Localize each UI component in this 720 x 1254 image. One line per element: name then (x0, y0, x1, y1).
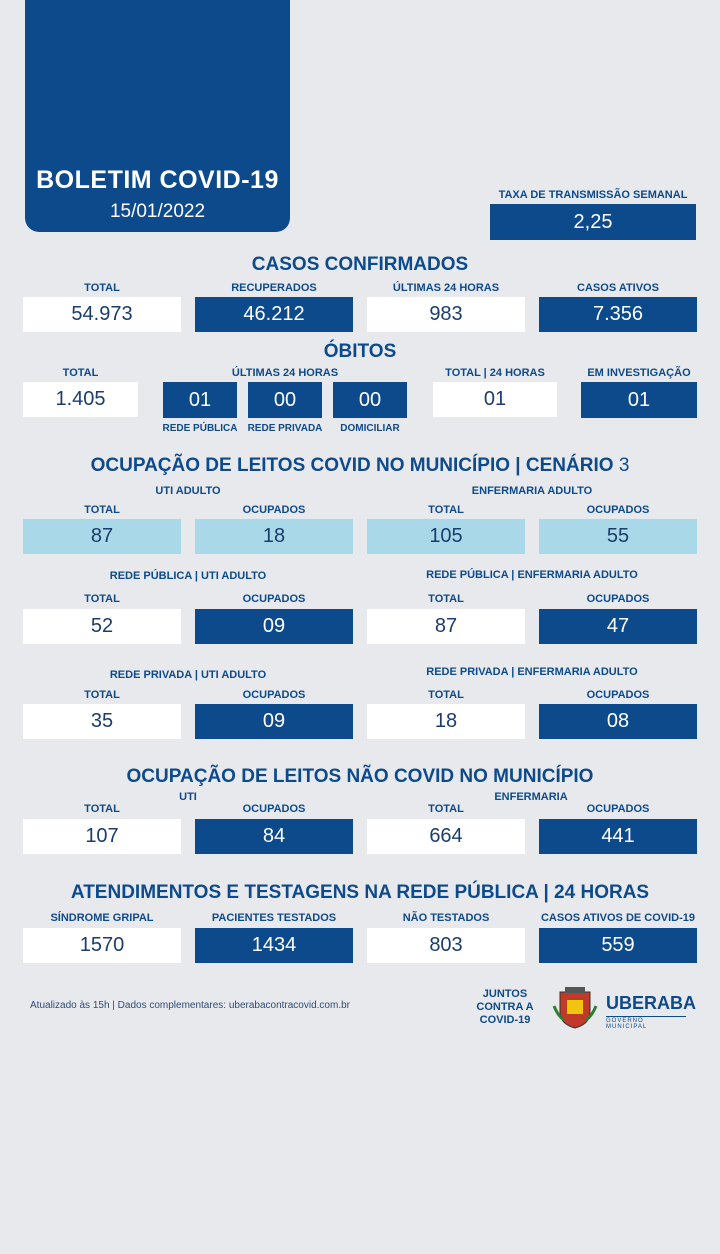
covid-beds-title: OCUPAÇÃO DE LEITOS COVID NO MUNICÍPIO | … (90, 455, 630, 476)
covid-uti-total-value: 87 (23, 519, 181, 554)
covid-ward-label: ENFERMARIA ADULTO (471, 485, 593, 497)
noncovid-ward-label: ENFERMARIA (494, 791, 568, 803)
covid-ward-total-label: TOTAL (428, 504, 464, 516)
testing-active-value: 559 (539, 928, 697, 963)
testing-active-label: CASOS ATIVOS DE COVID-19 (540, 912, 696, 924)
private-ward-label: REDE PRIVADA | ENFERMARIA ADULTO (426, 666, 638, 678)
confirmed-active-value: 7.356 (539, 297, 697, 332)
deaths-public-label: REDE PÚBLICA (162, 423, 238, 434)
confirmed-last24-value: 983 (367, 297, 525, 332)
covid-ward-total-value: 105 (367, 519, 525, 554)
header-banner (25, 0, 290, 232)
covid-uti-total-label: TOTAL (84, 504, 120, 516)
deaths-total24-label: TOTAL | 24 HORAS (445, 367, 545, 379)
deaths-title: ÓBITOS (323, 341, 397, 362)
deaths-public-value: 01 (163, 382, 237, 418)
covid-scenario-value: 3 (618, 455, 630, 476)
private-ward-total-value: 18 (367, 704, 525, 739)
testing-tested-value: 1434 (195, 928, 353, 963)
campaign-logo: JUNTOS CONTRA A COVID-19 (476, 988, 534, 1026)
private-uti-total-label: TOTAL (84, 689, 120, 701)
private-ward-occupied-value: 08 (539, 704, 697, 739)
noncovid-uti-total-label: TOTAL (84, 803, 120, 815)
testing-not-tested-label: NÃO TESTADOS (402, 912, 490, 924)
confirmed-recovered-label: RECUPERADOS (231, 282, 317, 294)
deaths-home-label: DOMICILIAR (340, 423, 400, 434)
public-ward-total-value: 87 (367, 609, 525, 644)
noncovid-ward-occupied-label: OCUPADOS (586, 803, 650, 815)
transmission-value: 2,25 (490, 204, 696, 240)
public-uti-label: REDE PÚBLICA | UTI ADULTO (109, 570, 267, 582)
covid-ward-occupied-value: 55 (539, 519, 697, 554)
deaths-investigation-value: 01 (581, 382, 697, 418)
deaths-total-label: TOTAL (62, 367, 99, 379)
deaths-total24-value: 01 (433, 382, 557, 417)
deaths-private-value: 00 (248, 382, 322, 418)
public-ward-label: REDE PÚBLICA | ENFERMARIA ADULTO (426, 569, 638, 581)
private-ward-occupied-label: OCUPADOS (586, 689, 650, 701)
covid-uti-label: UTI ADULTO (155, 485, 221, 497)
testing-flu-value: 1570 (23, 928, 181, 963)
noncovid-beds-title: OCUPAÇÃO DE LEITOS NÃO COVID NO MUNICÍPI… (126, 766, 594, 787)
testing-not-tested-value: 803 (367, 928, 525, 963)
bulletin-date: 15/01/2022 (109, 201, 206, 222)
noncovid-ward-total-value: 664 (367, 819, 525, 854)
city-logo-text: UBERABA (606, 993, 696, 1013)
covid-uti-occupied-value: 18 (195, 519, 353, 554)
deaths-total-value: 1.405 (23, 382, 138, 417)
confirmed-active-label: CASOS ATIVOS (577, 282, 659, 294)
footer-note: Atualizado às 15h | Dados complementares… (30, 1000, 350, 1011)
page-title: BOLETIM COVID-19 (36, 166, 279, 194)
public-ward-occupied-value: 47 (539, 609, 697, 644)
private-uti-occupied-label: OCUPADOS (242, 689, 306, 701)
confirmed-last24-label: ÚLTIMAS 24 HORAS (392, 282, 500, 294)
noncovid-uti-occupied-value: 84 (195, 819, 353, 854)
testing-title: ATENDIMENTOS E TESTAGENS NA REDE PÚBLICA… (70, 882, 650, 903)
noncovid-ward-total-label: TOTAL (428, 803, 464, 815)
confirmed-recovered-value: 46.212 (195, 297, 353, 332)
public-uti-occupied-label: OCUPADOS (242, 593, 306, 605)
confirmed-title: CASOS CONFIRMADOS (251, 254, 469, 275)
public-uti-total-value: 52 (23, 609, 181, 644)
private-uti-total-value: 35 (23, 704, 181, 739)
noncovid-uti-label: UTI (179, 791, 197, 803)
covid-uti-occupied-label: OCUPADOS (242, 504, 306, 516)
confirmed-total-label: TOTAL (84, 282, 120, 294)
noncovid-ward-occupied-value: 441 (539, 819, 697, 854)
city-crest-icon (552, 987, 598, 1029)
noncovid-uti-total-value: 107 (23, 819, 181, 854)
noncovid-uti-occupied-label: OCUPADOS (242, 803, 306, 815)
private-ward-total-label: TOTAL (428, 689, 464, 701)
private-uti-label: REDE PRIVADA | UTI ADULTO (109, 669, 267, 681)
testing-flu-label: SÍNDROME GRIPAL (50, 912, 154, 924)
city-logo-subtitle: GOVERNO MUNICIPAL (606, 1016, 686, 1030)
confirmed-total-value: 54.973 (23, 297, 181, 332)
public-uti-total-label: TOTAL (84, 593, 120, 605)
deaths-home-value: 00 (333, 382, 407, 418)
testing-tested-label: PACIENTES TESTADOS (211, 912, 337, 924)
deaths-last24-label: ÚLTIMAS 24 HORAS (231, 367, 339, 379)
transmission-label: TAXA DE TRANSMISSÃO SEMANAL (498, 189, 688, 201)
covid-ward-occupied-label: OCUPADOS (586, 504, 650, 516)
public-ward-total-label: TOTAL (428, 593, 464, 605)
public-ward-occupied-label: OCUPADOS (586, 593, 650, 605)
private-uti-occupied-value: 09 (195, 704, 353, 739)
deaths-private-label: REDE PRIVADA (247, 423, 323, 434)
deaths-investigation-label: EM INVESTIGAÇÃO (587, 367, 691, 379)
public-uti-occupied-value: 09 (195, 609, 353, 644)
